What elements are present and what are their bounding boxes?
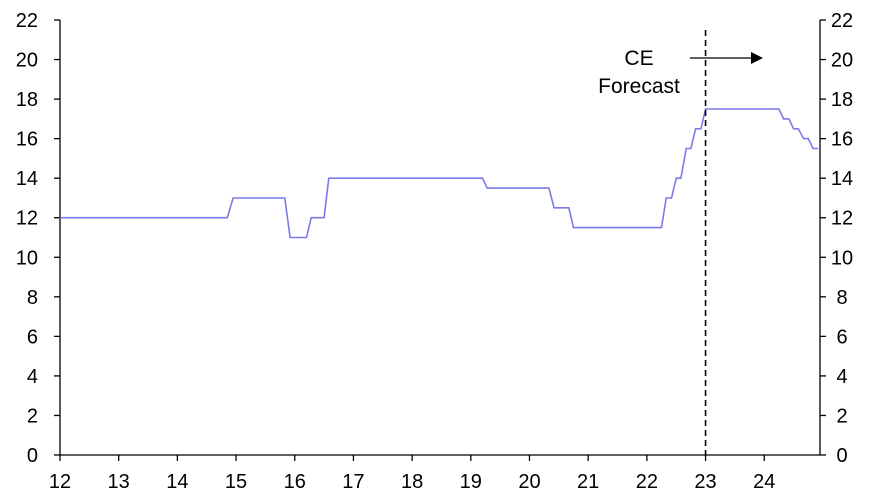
series-line [60,108,819,239]
y-left-tick-label: 20 [16,50,38,72]
y-left-tick-label: 2 [27,405,38,427]
y-left-tick-label: 18 [16,89,38,111]
x-tick-label: 17 [342,471,364,493]
y-right-tick-label: 12 [831,208,853,230]
x-tick-label: 21 [577,471,599,493]
y-axis-left-tick-labels: 0 2 4 6 8 10 12 14 16 18 20 22 [16,10,38,467]
x-tick-label: 19 [460,471,482,493]
x-tick-label: 14 [166,471,188,493]
y-right-tick-label: 22 [831,10,853,32]
forecast-annotation-line1: CE [624,47,653,70]
y-right-tick-label: 20 [831,50,853,72]
x-tick-label: 18 [401,471,423,493]
y-left-tick-label: 22 [16,10,38,32]
y-left-tick-label: 16 [16,129,38,151]
y-right-tick-label: 0 [836,445,847,467]
y-left-tick-label: 0 [27,445,38,467]
x-tick-label: 20 [518,471,540,493]
x-tick-label: 12 [49,471,71,493]
y-left-tick-label: 4 [27,366,38,388]
y-right-tick-label: 4 [836,366,847,388]
y-right-tick-label: 14 [831,168,853,190]
y-right-tick-label: 6 [836,326,847,348]
y-right-tick-label: 8 [836,287,847,309]
y-right-tick-label: 18 [831,89,853,111]
y-right-tick-label: 16 [831,129,853,151]
y-right-tick-label: 10 [831,247,853,269]
forecast-annotation-line2: Forecast [598,75,680,98]
x-tick-label: 15 [225,471,247,493]
y-axis-right-tick-labels: 0 2 4 6 8 10 12 14 16 18 20 22 [831,10,853,467]
forecast-arrow [690,52,763,64]
y-right-tick-label: 2 [836,405,847,427]
y-left-tick-label: 14 [16,168,38,190]
x-tick-label: 23 [694,471,716,493]
y-left-tick-label: 10 [16,247,38,269]
x-tick-label: 13 [108,471,130,493]
x-tick-label: 16 [284,471,306,493]
y-left-tick-label: 6 [27,326,38,348]
axis-ticks [54,19,826,461]
y-left-tick-label: 8 [27,287,38,309]
x-tick-label: 22 [636,471,658,493]
x-axis-tick-labels: 12 13 14 15 16 17 18 19 20 21 22 23 24 [49,471,775,493]
y-left-tick-label: 12 [16,208,38,230]
forecast-arrow-head [751,52,763,64]
x-tick-label: 24 [753,471,775,493]
